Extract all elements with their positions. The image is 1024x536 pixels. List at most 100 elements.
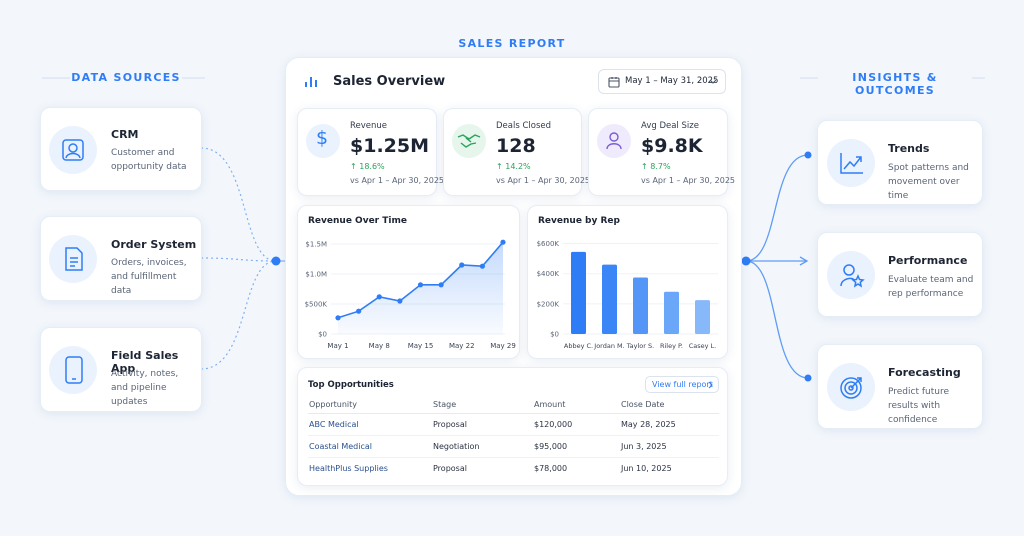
icon-bg [49,235,97,283]
date-range: May 1 – May 31, 2025 [625,76,719,86]
source-text: Customer and opportunity data [111,148,187,172]
insight-card: Trends Spot patterns and movement over t… [817,120,983,205]
kpi-card: $ Revenue $1.25M ↑ 18.6% vs Apr 1 – Apr … [297,108,444,196]
kpi-compare: vs Apr 1 – Apr 30, 2025 [496,176,591,185]
bar [633,277,648,334]
view-report-button[interactable]: View full report [645,376,719,393]
source-title: Field Sales App [111,349,179,375]
kpi-compare: vs Apr 1 – Apr 30, 2025 [641,176,736,185]
column-header: Opportunity [309,400,358,409]
source-card: Field Sales App Activity, notes, and pip… [40,327,202,412]
dot [804,374,812,382]
chart-title: Revenue Over Time [308,216,407,226]
header-rule [308,413,719,414]
line-chart: $0 $500K $1.0M $1.5M May 1 May 8 May 15 May 22 M… [305,239,516,350]
source-card: Order System Orders, invoices, and fulfi… [40,216,202,301]
icon-bg [49,126,97,174]
table-card: Top Opportunities View full report Oppor… [297,367,728,486]
point [356,308,362,314]
chart-card: Revenue Over Time $0 $500K $1.0M $1.5M May 1… [297,205,520,359]
cell: Coastal Medical [309,442,373,451]
date-picker[interactable]: May 1 – May 31, 2025 [598,69,726,94]
cell: May 28, 2025 [621,420,676,429]
point [417,282,424,288]
source-text: Orders, invoices, and fulfillment data [111,258,187,296]
kpi-label: Deals Closed [496,121,552,131]
bar [695,300,710,334]
point [376,294,382,300]
x-tick-label: Taylor S. [626,342,654,350]
point [438,282,444,288]
y-tick-label: $600K [537,240,560,248]
insight-title: Forecasting [888,366,961,379]
cell: $78,000 [534,464,568,473]
cell: Proposal [433,464,467,473]
y-tick-label: $1.0M [305,271,327,279]
cell: Negotiation [433,442,480,451]
link [200,257,277,262]
x-tick-label: May 15 [408,342,434,350]
source-text: Activity, notes, and pipeline updates [111,369,179,407]
link [741,154,809,262]
insight-title: Trends [888,142,930,155]
icon-bg [306,124,340,158]
hub-dot [741,256,751,266]
y-tick-label: $400K [537,270,560,278]
y-tick-label: $200K [537,300,560,308]
kpi-value: $9.8K [641,135,703,157]
icon-bg [49,346,97,394]
insight-text: Spot patterns and movement over time [888,163,969,201]
sources-heading: DATA SOURCES [71,71,181,84]
column-header: Stage [433,400,457,409]
link [200,147,277,262]
dot [804,151,812,159]
link [745,260,809,379]
table-title: Top Opportunities [308,380,394,390]
hub-dot [271,256,281,266]
cell: ABC Medical [309,420,359,429]
bar [602,264,617,334]
kpi-change: ↑ 18.6% [350,162,385,171]
kpi-value: $1.25M [350,135,430,157]
x-tick-label: May 22 [449,342,475,350]
chevron [709,79,717,84]
y-tick-label: $500K [305,301,328,309]
chart-card: Revenue by Rep $0 $200K $400K $600K Abbey C.… [527,205,728,359]
point [397,298,403,304]
cell: HealthPlus Supplies [309,464,388,473]
insight-links [741,154,809,379]
row-rule [308,435,719,436]
bar [571,251,586,334]
y-tick-label: $0 [550,331,559,339]
kpi-card: Avg Deal Size $9.8K ↑ 8.7% vs Apr 1 – Ap… [588,108,735,196]
chart-title: Revenue by Rep [538,216,620,226]
point [335,315,341,321]
person-icon [606,132,622,150]
kpi-label: Revenue [350,121,388,131]
calendar-icon [608,77,620,88]
point [500,239,506,245]
link [200,260,277,370]
x-tick-label: May 29 [490,342,516,350]
point [479,263,485,269]
insight-text: Predict future results with confidence [888,387,950,425]
icon-crm [62,139,84,161]
kpi-label: Avg Deal Size [641,121,699,131]
x-tick-label: May 1 [327,342,348,350]
insight-text: Evaluate team and rep performance [888,275,974,299]
dashboard: Sales Overview May 1 – May 31, 2025 $ Re… [285,57,742,496]
dollar-icon: $ [316,127,329,149]
kpi-card: Deals Closed 128 ↑ 14.2% vs Apr 1 – Apr … [443,108,590,196]
icon-trend [840,153,863,174]
row-rule [308,457,719,458]
link-text: View full report [652,380,713,389]
insight-title: Performance [888,254,968,267]
column-header: Close Date [621,400,665,409]
kpi-change: ↑ 8.7% [641,162,671,171]
y-tick-label: $0 [318,331,327,339]
icon-doc [65,247,83,271]
insight-card: Performance Evaluate team and rep perfor… [817,232,983,317]
insights-heading: INSIGHTS & OUTCOMES [852,71,938,97]
insight-card: Forecasting Predict future results with … [817,344,983,429]
chevron [708,381,713,389]
